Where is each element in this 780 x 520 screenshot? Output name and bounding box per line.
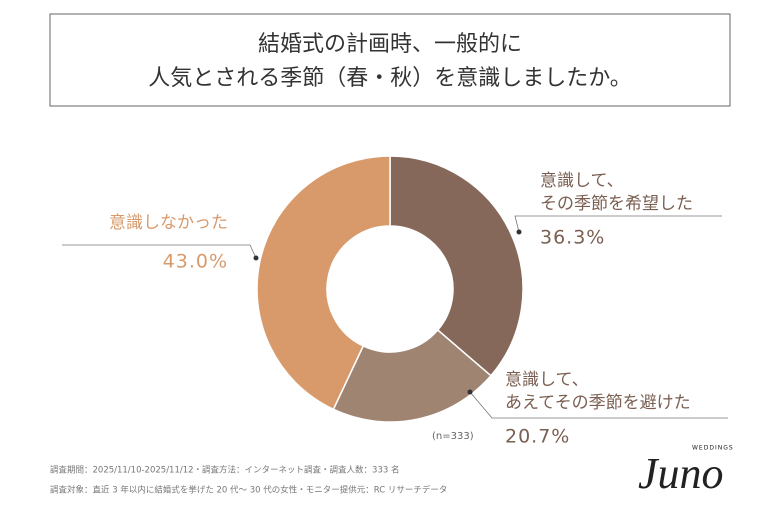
slice-label: 意識して、: [505, 370, 589, 389]
leader-dot: [516, 229, 522, 235]
leader-line: [62, 244, 257, 259]
donut-slice: [389, 155, 524, 377]
donut-slice: [256, 155, 391, 411]
chart-title: 結婚式の計画時、一般的に: [258, 31, 522, 56]
donut-slice: [332, 329, 492, 423]
logo-sub: WEDDINGS: [692, 445, 734, 452]
value-label: 36.3%: [540, 227, 605, 249]
footnote: 調査期間：2025/11/10-2025/11/12・調査方法：インターネット調…: [50, 465, 399, 476]
slice-label: 意識して、: [540, 171, 624, 190]
logo: Juno: [638, 449, 724, 498]
annotation: (n=333): [432, 431, 474, 442]
value-label: 20.7%: [505, 426, 570, 448]
slice-label: 意識しなかった: [109, 213, 228, 232]
slice-label: あえてその季節を避けた: [505, 393, 691, 412]
leader-line: [469, 391, 728, 419]
footnote: 調査対象：直近 3 年以内に結婚式を挙げた 20 代〜 30 代の女性・モニター…: [50, 485, 447, 496]
leader-dot: [467, 389, 473, 395]
leader-dot: [253, 255, 259, 261]
leader-line: [514, 215, 722, 233]
title-box: [49, 13, 731, 107]
slice-label: その季節を希望した: [540, 194, 693, 213]
value-label: 43.0%: [163, 251, 228, 273]
chart-title: 人気とされる季節（春・秋）を意識しましたか。: [148, 65, 632, 90]
